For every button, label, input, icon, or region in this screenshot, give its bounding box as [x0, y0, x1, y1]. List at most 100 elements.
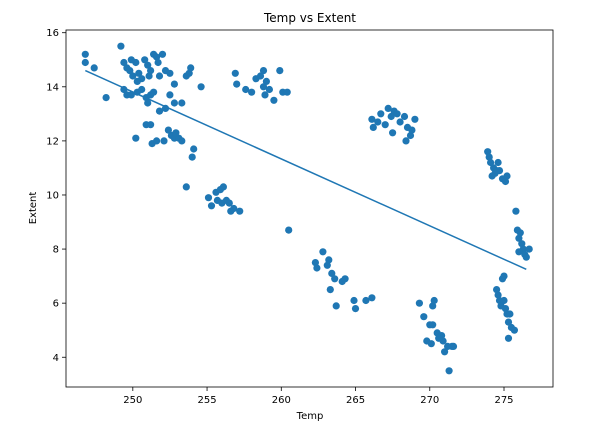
data-point: [494, 158, 502, 167]
x-tick-label: 250: [123, 395, 142, 406]
data-point: [133, 77, 141, 85]
y-tick-label: 8: [53, 245, 59, 256]
data-point: [341, 275, 349, 283]
data-point: [484, 148, 492, 156]
data-point: [500, 272, 508, 280]
data-point: [166, 69, 174, 77]
data-point: [81, 50, 89, 58]
data-point: [393, 110, 401, 118]
data-point: [522, 253, 530, 261]
data-point: [135, 69, 143, 77]
data-point: [158, 50, 167, 58]
data-point: [283, 88, 291, 96]
data-point: [126, 67, 134, 75]
x-tick-label: 265: [346, 395, 365, 406]
y-tick-label: 10: [46, 190, 59, 201]
data-point: [515, 248, 523, 256]
y-tick-label: 14: [46, 82, 59, 93]
data-point: [155, 72, 164, 80]
data-point: [323, 261, 331, 269]
data-point: [368, 294, 376, 302]
data-point: [127, 91, 135, 99]
data-point: [350, 296, 358, 305]
data-point: [170, 99, 178, 107]
data-point: [430, 296, 438, 305]
data-point: [138, 85, 146, 94]
data-point: [400, 112, 409, 121]
data-point: [259, 67, 268, 75]
data-point: [276, 67, 284, 75]
data-point: [160, 137, 168, 145]
data-point: [504, 318, 513, 326]
data-point: [311, 259, 319, 267]
data-point: [230, 204, 238, 213]
data-point: [256, 72, 265, 80]
data-point: [362, 296, 370, 305]
x-tick-label: 255: [198, 395, 217, 406]
data-point: [190, 145, 198, 153]
data-point: [154, 58, 162, 67]
data-point: [449, 342, 458, 350]
data-point: [515, 234, 523, 242]
data-point: [351, 305, 360, 313]
x-tick-label: 260: [272, 395, 291, 406]
data-point: [406, 131, 415, 140]
data-point: [197, 83, 205, 91]
data-point: [231, 69, 239, 77]
data-point: [147, 121, 155, 129]
data-point: [487, 158, 495, 167]
y-tick-label: 4: [53, 353, 59, 364]
data-point: [525, 245, 533, 253]
data-point: [219, 183, 227, 191]
data-point: [285, 226, 293, 234]
x-ticks: 250 255 260 265 270 275: [123, 387, 514, 406]
data-point: [408, 126, 416, 134]
data-point: [172, 129, 180, 137]
data-point: [512, 207, 520, 215]
data-point: [120, 58, 128, 67]
data-point: [402, 137, 410, 145]
data-point: [494, 291, 502, 299]
data-point: [141, 56, 149, 64]
x-axis-label: Temp: [296, 411, 324, 422]
data-point: [500, 296, 508, 305]
y-tick-label: 12: [46, 136, 59, 147]
data-point: [504, 334, 513, 342]
regression-line-layer: [84, 69, 527, 271]
data-point: [170, 80, 178, 88]
data-point: [493, 286, 501, 294]
data-point: [129, 72, 137, 80]
x-tick-label: 275: [494, 395, 513, 406]
data-point: [178, 99, 186, 107]
data-point: [497, 302, 505, 310]
data-point: [178, 137, 186, 145]
x-tick-label: 270: [420, 395, 439, 406]
data-point: [147, 67, 155, 75]
data-point: [420, 313, 428, 321]
data-point: [144, 61, 152, 69]
data-point: [518, 240, 526, 248]
data-point: [510, 326, 518, 334]
regression-line: [84, 69, 527, 271]
data-point: [127, 56, 135, 64]
data-point: [225, 199, 233, 207]
data-point: [429, 321, 437, 329]
data-point: [265, 85, 273, 94]
data-point: [435, 334, 443, 342]
y-tick-label: 6: [53, 299, 59, 310]
data-point: [188, 153, 196, 161]
y-axis-label: Extent: [28, 192, 39, 225]
data-point: [387, 112, 395, 121]
data-point: [368, 115, 376, 123]
data-point: [261, 91, 269, 99]
data-point: [248, 88, 256, 96]
data-point: [441, 348, 449, 356]
data-point: [117, 42, 125, 50]
data-point: [415, 299, 423, 307]
data-point: [155, 107, 164, 115]
data-point: [485, 153, 493, 161]
data-point: [488, 172, 496, 180]
plot-frame: [65, 29, 554, 388]
data-point: [90, 64, 98, 72]
